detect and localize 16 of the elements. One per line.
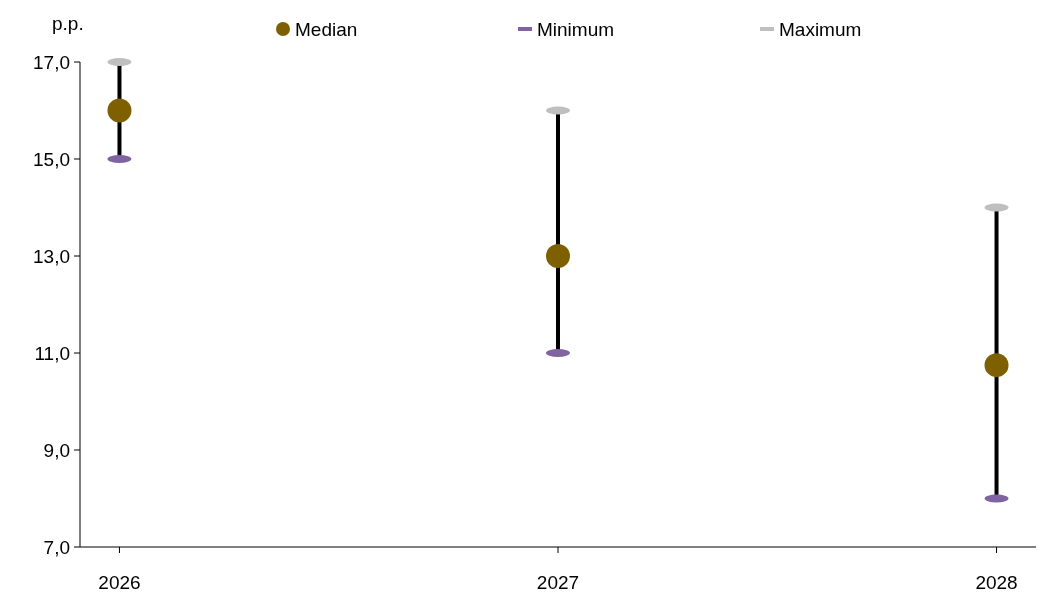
point — [546, 244, 570, 268]
legend-label: Minimum — [537, 18, 615, 40]
point — [984, 353, 1009, 378]
y-tick-label: 15,0 — [33, 148, 70, 170]
x-tick-label: 2028 — [975, 572, 1018, 593]
y-tick-label: 9,0 — [43, 439, 70, 461]
y-axis-title: p.p. — [52, 13, 84, 34]
legend-label: Median — [295, 18, 358, 40]
y-tick-label: 7,0 — [43, 536, 70, 558]
y-tick-label: 17,0 — [33, 51, 70, 73]
point — [107, 98, 132, 123]
y-tick-label: 13,0 — [33, 245, 70, 267]
x-tick-label: 2026 — [98, 572, 141, 593]
legend-label: Maximum — [779, 18, 862, 40]
x-tick-label: 2027 — [536, 572, 580, 593]
y-tick-label: 11,0 — [34, 342, 70, 364]
